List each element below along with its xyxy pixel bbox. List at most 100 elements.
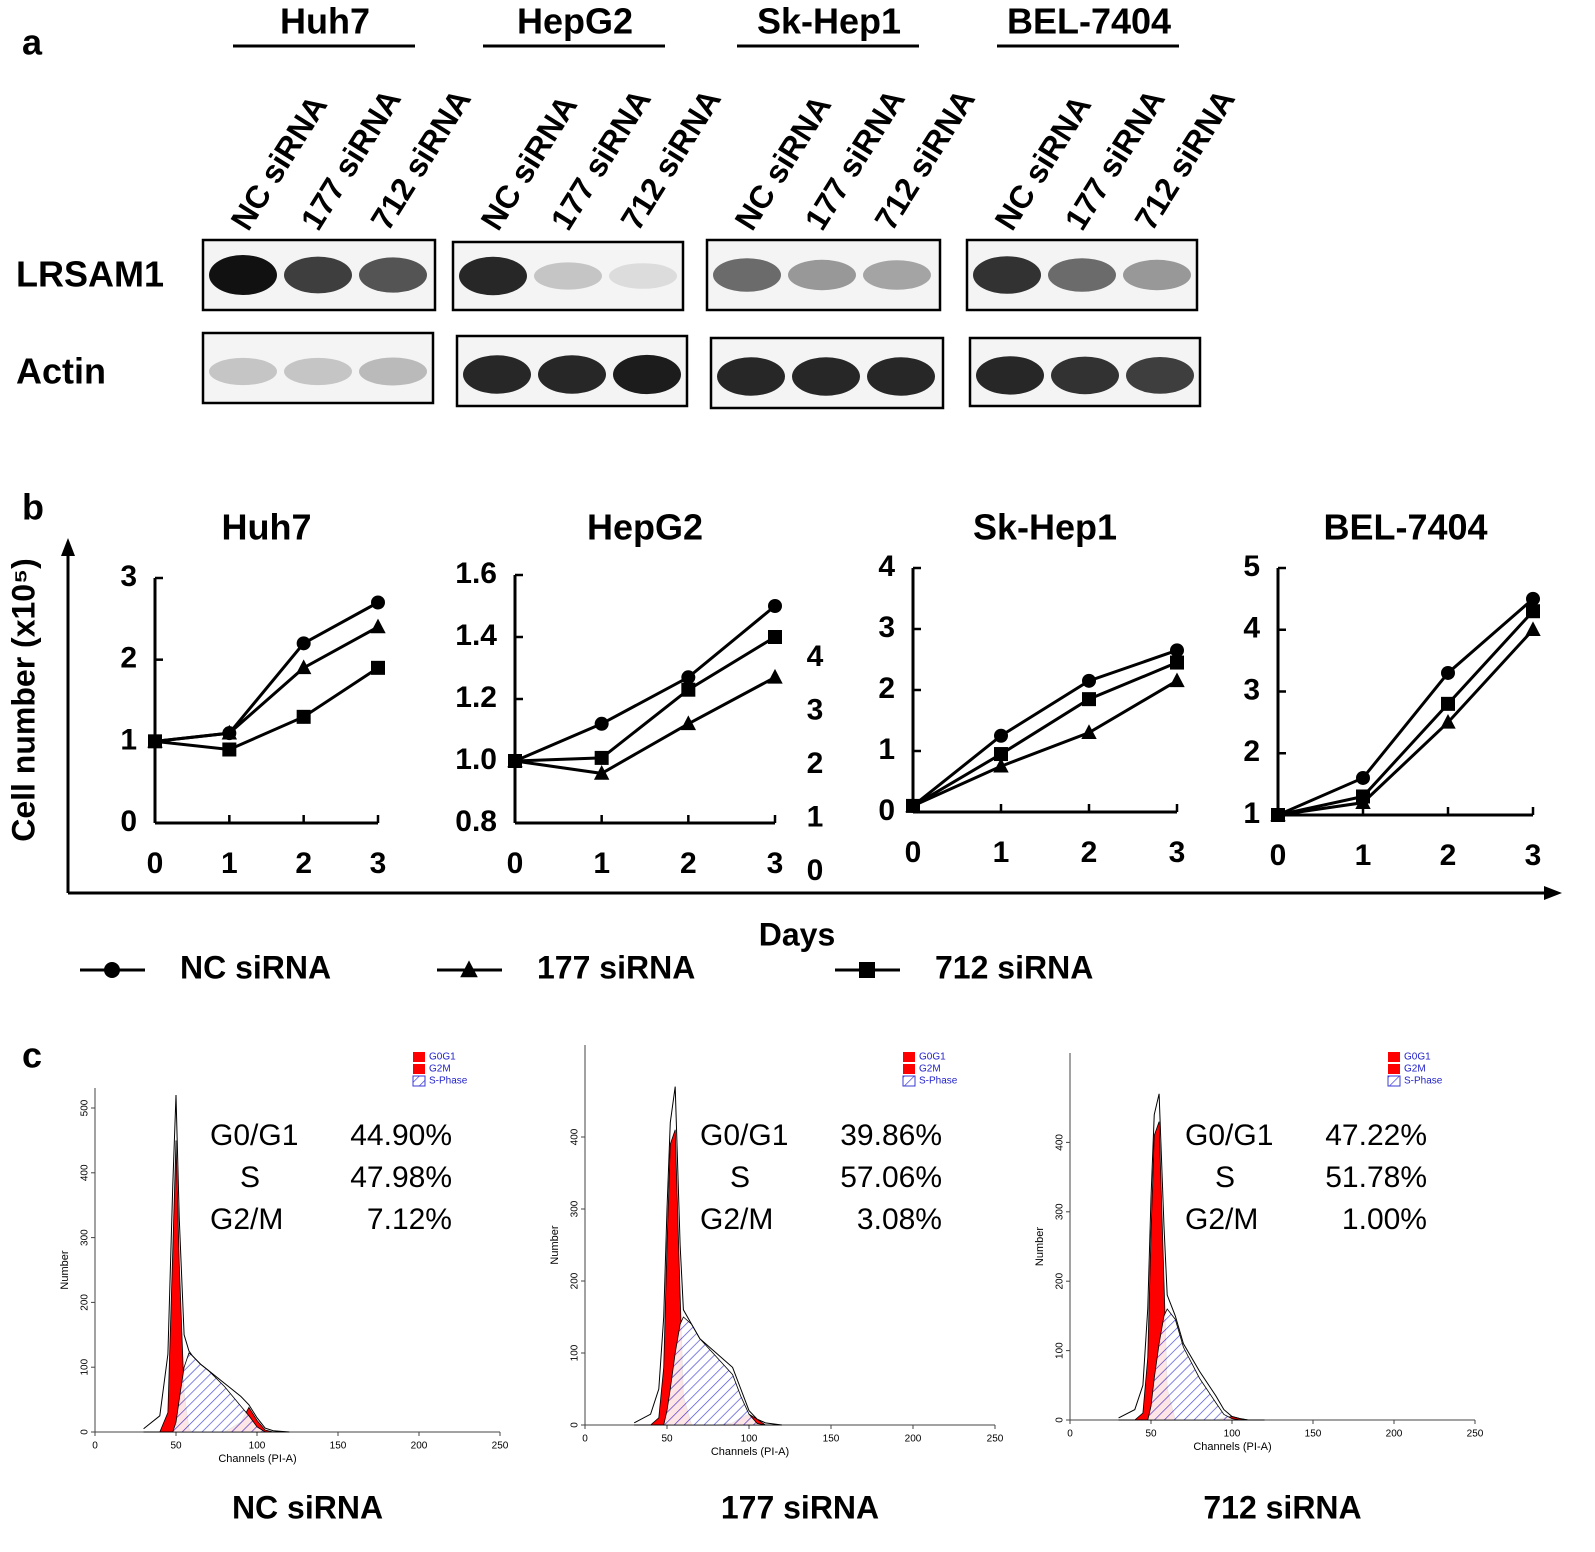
y-axis-label: Number <box>59 1250 71 1289</box>
stat-value: 3.08% <box>857 1203 942 1236</box>
blot-band <box>1051 356 1119 395</box>
y2-tick-label: 3 <box>807 693 824 726</box>
series-line <box>912 679 1178 808</box>
series-line <box>514 604 776 763</box>
marker <box>1170 655 1184 670</box>
marker <box>148 734 162 749</box>
marker <box>1441 665 1455 680</box>
chart-title: HepG2 <box>587 507 703 548</box>
blot-band <box>359 257 427 293</box>
blot-band <box>609 263 677 289</box>
histogram-area <box>634 1316 782 1426</box>
marker <box>994 728 1008 743</box>
marker <box>767 668 783 684</box>
y-tick-label: 2 <box>120 642 137 675</box>
legend-swatch <box>413 1052 425 1062</box>
cell-line-header: Huh7 <box>280 1 370 42</box>
blot-band <box>284 256 352 294</box>
marker <box>993 757 1009 773</box>
chart-caption: NC siRNA <box>232 1489 383 1525</box>
x-tick-label: 1 <box>993 836 1010 869</box>
blot-frame <box>201 331 435 405</box>
x-tick-label: 0 <box>92 1441 98 1452</box>
marker <box>1441 696 1455 711</box>
chart-title: Huh7 <box>222 507 312 548</box>
stat-label: S <box>730 1161 750 1194</box>
series-line <box>912 648 1178 808</box>
stat-value: 47.22% <box>1325 1119 1427 1152</box>
y-tick-label: 300 <box>80 1229 91 1246</box>
marker <box>295 659 312 675</box>
stat-value: 51.78% <box>1325 1161 1427 1194</box>
histogram-total <box>143 1095 290 1433</box>
chart-caption: 177 siRNA <box>721 1489 879 1525</box>
x-tick-label: 250 <box>1467 1429 1484 1440</box>
blot-band <box>973 256 1041 294</box>
legend-label: G2M <box>919 1064 941 1075</box>
y-tick-label: 3 <box>1243 673 1260 706</box>
stat-label: G0/G1 <box>700 1119 788 1152</box>
marker <box>768 630 782 644</box>
x-tick-label: 2 <box>295 847 312 880</box>
y-axis-label: Number <box>1034 1227 1046 1266</box>
marker <box>1526 591 1540 606</box>
legend-label: S-Phase <box>429 1076 468 1087</box>
blot-band <box>713 258 781 292</box>
legend-label: G0G1 <box>429 1052 456 1063</box>
marker <box>508 754 522 768</box>
y-tick-label: 5 <box>1243 550 1260 583</box>
x-tick-label: 200 <box>905 1434 922 1445</box>
y-tick-label: 2 <box>878 672 895 705</box>
y-tick-label: 200 <box>570 1272 581 1289</box>
blot-band <box>538 355 606 394</box>
panel-label: b <box>22 487 44 528</box>
x-tick-label: 100 <box>1224 1429 1241 1440</box>
y2-tick-label: 1 <box>807 800 824 833</box>
legend-label: S-Phase <box>919 1076 958 1087</box>
blot-band <box>459 256 527 296</box>
y-tick-label: 200 <box>80 1294 91 1311</box>
legend-swatch <box>902 1075 916 1087</box>
y-tick-label: 0.8 <box>455 805 497 838</box>
y-tick-label: 1 <box>878 733 895 766</box>
legend-label: S-Phase <box>1404 1076 1443 1087</box>
y2-tick-label: 0 <box>807 854 824 887</box>
y-tick-label: 0 <box>80 1429 91 1435</box>
legend-label: 712 siRNA <box>935 949 1093 985</box>
stat-label: G2/M <box>1185 1203 1258 1236</box>
y-axis-label: Cell number (x10⁵) <box>5 558 41 842</box>
y-tick-label: 200 <box>1055 1272 1066 1289</box>
blot-band <box>209 357 277 386</box>
arrow-head <box>1544 886 1562 900</box>
x-axis-label: Days <box>759 916 836 952</box>
marker <box>1082 673 1096 688</box>
legend-swatch <box>413 1064 425 1074</box>
y-tick-label: 0 <box>570 1422 581 1428</box>
x-axis-label: Channels (PI-A) <box>1193 1441 1271 1453</box>
y-tick-label: 100 <box>1055 1342 1066 1359</box>
marker <box>1356 789 1370 804</box>
x-axis-label: Channels (PI-A) <box>218 1453 296 1465</box>
stat-value: 1.00% <box>1342 1203 1427 1236</box>
y-tick-label: 0 <box>1055 1417 1066 1423</box>
marker <box>594 750 609 765</box>
marker <box>1271 808 1285 822</box>
marker <box>594 716 609 731</box>
marker <box>222 742 237 757</box>
marker <box>681 670 696 685</box>
x-tick-label: 250 <box>987 1434 1004 1445</box>
x-tick-label: 250 <box>492 1441 509 1452</box>
y-tick-label: 1.0 <box>455 743 497 776</box>
legend-label: G2M <box>1404 1064 1426 1075</box>
y2-tick-label: 4 <box>807 640 824 673</box>
x-tick-label: 50 <box>1145 1429 1157 1440</box>
x-tick-label: 150 <box>1305 1429 1322 1440</box>
histogram-total <box>1118 1093 1265 1421</box>
legend-swatch <box>1388 1052 1400 1062</box>
x-tick-label: 0 <box>1067 1429 1073 1440</box>
legend-label: G2M <box>429 1064 451 1075</box>
y-tick-label: 4 <box>1243 612 1260 645</box>
x-tick-label: 3 <box>767 847 784 880</box>
marker <box>994 747 1008 762</box>
